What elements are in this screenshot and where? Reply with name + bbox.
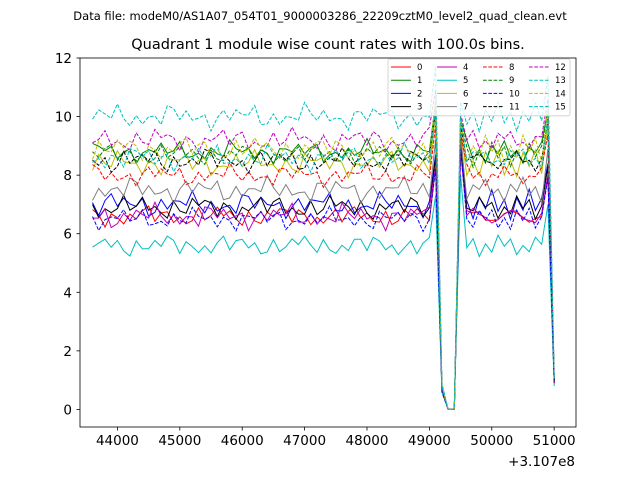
legend-label-10: 10 — [509, 89, 520, 99]
legend-label-8: 8 — [509, 63, 514, 73]
data-file-caption: Data file: modeM0/AS1A07_054T01_90000032… — [73, 9, 567, 23]
y-tick-label: 0 — [63, 402, 72, 418]
legend-label-11: 11 — [509, 103, 520, 113]
x-offset-label: +3.107e8 — [508, 454, 575, 470]
series-line-8 — [92, 125, 555, 410]
x-tick-label: 50000 — [470, 433, 513, 449]
series-line-3 — [92, 145, 555, 410]
chart-title: Quadrant 1 module wise count rates with … — [131, 37, 525, 53]
series-line-12 — [92, 90, 555, 410]
legend-label-4: 4 — [463, 63, 468, 73]
legend-label-12: 12 — [555, 63, 566, 73]
plot-area — [92, 66, 555, 410]
legend-box — [387, 58, 571, 117]
plot-frame — [79, 57, 577, 428]
axes: 44000 45000 46000 47000 48000 49000 50000 51000… — [55, 51, 577, 449]
series-line-13 — [92, 66, 555, 410]
legend-label-6: 6 — [463, 89, 468, 99]
legend-label-0: 0 — [417, 63, 422, 73]
x-tick-label: 49000 — [408, 433, 451, 449]
legend-label-5: 5 — [463, 76, 468, 86]
y-tick-label: 6 — [63, 227, 72, 243]
series-line-11 — [92, 110, 555, 410]
series-line-15 — [92, 107, 555, 410]
y-tick-label: 2 — [63, 344, 72, 360]
legend-label-7: 7 — [463, 103, 468, 113]
y-tick-label: 4 — [63, 285, 72, 301]
x-tick-label: 51000 — [533, 433, 576, 449]
legend-label-3: 3 — [417, 103, 422, 113]
legend-label-2: 2 — [417, 89, 422, 99]
series-line-10 — [92, 148, 555, 410]
series-line-14 — [92, 98, 555, 410]
y-tick-label: 12 — [55, 51, 72, 67]
x-tick-label: 48000 — [346, 433, 389, 449]
legend-label-13: 13 — [555, 76, 566, 86]
series-line-4 — [92, 151, 555, 410]
legend-label-15: 15 — [555, 103, 566, 113]
series-line-9 — [92, 104, 555, 410]
x-tick-label: 47000 — [283, 433, 326, 449]
series-line-2 — [92, 139, 555, 410]
legend-label-14: 14 — [555, 89, 566, 99]
series-line-5 — [92, 175, 555, 410]
series-line-1 — [92, 101, 555, 410]
legend-label-1: 1 — [417, 76, 422, 86]
y-tick-label: 10 — [55, 110, 72, 126]
x-tick-label: 46000 — [221, 433, 264, 449]
legend-label-9: 9 — [509, 76, 514, 86]
x-tick-label: 45000 — [158, 433, 201, 449]
series-line-7 — [92, 137, 555, 410]
y-tick-label: 8 — [63, 168, 72, 184]
x-tick-label: 44000 — [96, 433, 139, 449]
